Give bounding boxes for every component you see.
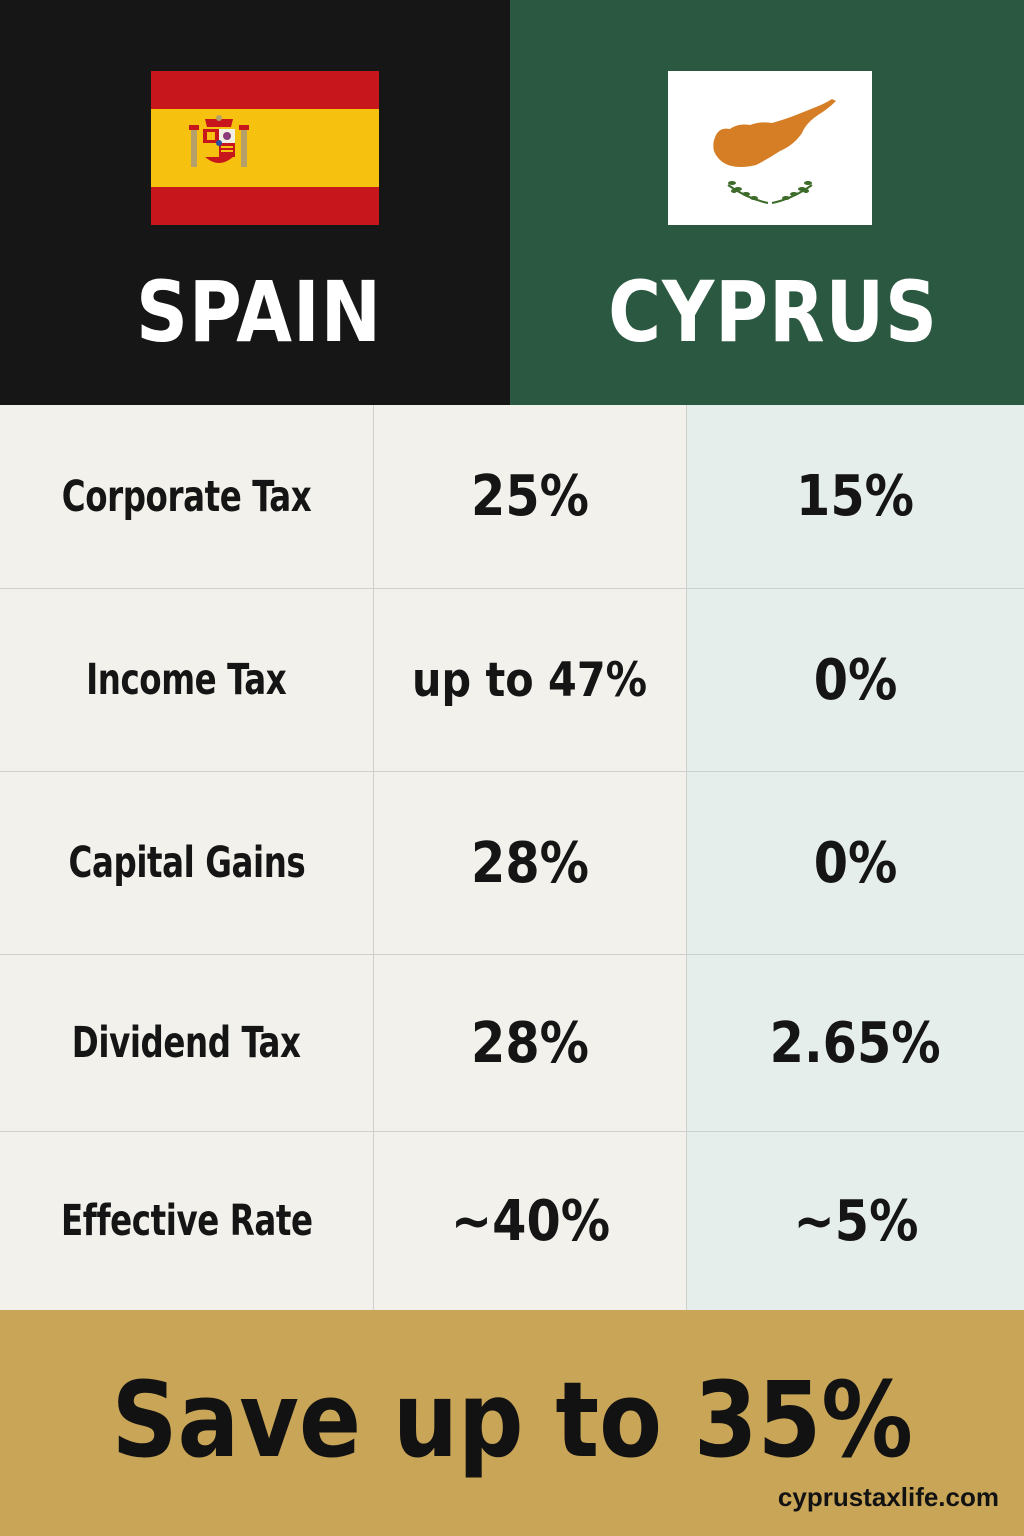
row-label: Corporate Tax: [0, 405, 374, 588]
table-row: Effective Rate ~40% ~5%: [0, 1132, 1024, 1310]
cyprus-value: 0%: [687, 772, 1024, 954]
spain-value: 25%: [374, 405, 687, 588]
savings-headline: Save up to 35%: [111, 1359, 913, 1481]
table-row: Corporate Tax 25% 15%: [0, 405, 1024, 589]
cyprus-value: 0%: [687, 589, 1024, 771]
header: SPAIN CYPRUS: [0, 0, 1024, 405]
spain-value: 28%: [374, 772, 687, 954]
row-label: Capital Gains: [0, 772, 374, 954]
website-link[interactable]: cyprustaxlife.com: [777, 1482, 999, 1512]
spain-flag-icon: [151, 71, 379, 225]
table-row: Dividend Tax 28% 2.65%: [0, 955, 1024, 1132]
cyprus-value: ~5%: [687, 1132, 1024, 1310]
row-label: Effective Rate: [0, 1132, 374, 1310]
row-label: Income Tax: [0, 589, 374, 771]
spain-value: up to 47%: [374, 589, 687, 771]
spain-header: SPAIN: [0, 0, 510, 405]
country-name-spain: SPAIN: [136, 263, 382, 361]
savings-banner: Save up to 35% cyprustaxlife.com: [0, 1310, 1024, 1536]
country-name-cyprus: CYPRUS: [608, 263, 938, 361]
cyprus-flag-icon: [668, 71, 872, 225]
row-label: Dividend Tax: [0, 955, 374, 1131]
tax-comparison-table: Corporate Tax 25% 15% Income Tax up to 4…: [0, 405, 1024, 1310]
cyprus-value: 2.65%: [687, 955, 1024, 1131]
cyprus-header: CYPRUS: [510, 0, 1024, 405]
cyprus-value: 15%: [687, 405, 1024, 588]
table-row: Capital Gains 28% 0%: [0, 772, 1024, 955]
spain-value: 28%: [374, 955, 687, 1131]
table-row: Income Tax up to 47% 0%: [0, 589, 1024, 772]
spain-value: ~40%: [374, 1132, 687, 1310]
